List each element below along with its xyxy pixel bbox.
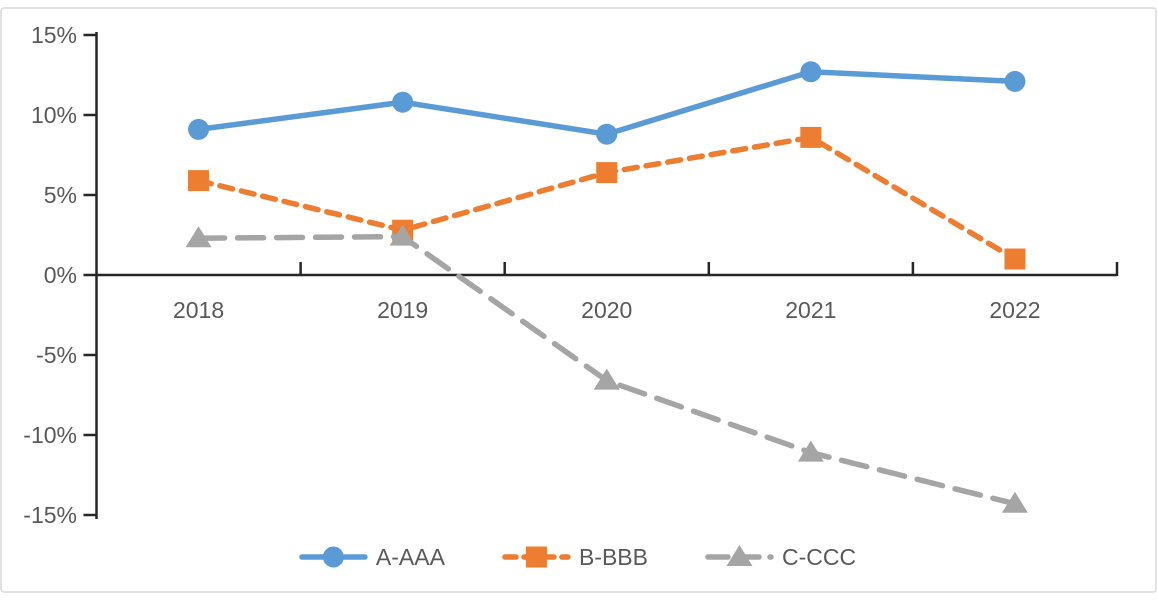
triangle-icon: [726, 545, 753, 566]
triangle-marker: [1001, 491, 1028, 513]
legend-item-a-aaa: A-AAA: [299, 544, 446, 570]
circle-marker: [800, 61, 822, 83]
series-c-ccc: [185, 224, 1028, 513]
y-axis-tick-label: 0%: [44, 262, 77, 288]
series-a-aaa: [188, 61, 1026, 145]
square-marker: [1004, 248, 1026, 270]
triangle-marker: [797, 440, 824, 462]
legend-label: A-AAA: [376, 544, 446, 570]
y-axis-tick-label: -15%: [23, 502, 77, 528]
x-axis-category-label: 2019: [377, 297, 428, 323]
triangle-marker: [185, 226, 212, 248]
legend-label: C-CCC: [782, 544, 856, 570]
triangle-marker: [389, 224, 416, 246]
y-axis-tick-label: 15%: [31, 22, 77, 48]
y-axis-tick-label: -10%: [23, 422, 77, 448]
series-b-bbb: [188, 126, 1026, 270]
x-axis-category-label: 2018: [173, 297, 224, 323]
triangle-marker: [593, 368, 620, 390]
y-axis-tick-label: 10%: [31, 102, 77, 128]
circle-marker: [596, 123, 618, 145]
x-axis-category-label: 2022: [989, 297, 1040, 323]
square-marker: [800, 126, 822, 148]
square-marker: [188, 170, 210, 192]
x-axis-category-label: 2021: [785, 297, 836, 323]
x-axis-category-label: 2020: [581, 297, 632, 323]
legend-label: B-BBB: [579, 544, 648, 570]
circle-icon: [322, 546, 344, 568]
y-axis-tick-label: -5%: [36, 342, 77, 368]
legend: A-AAA B-BBB C-CCC: [299, 544, 856, 570]
legend-item-b-bbb: B-BBB: [502, 544, 648, 570]
square-icon: [525, 546, 547, 568]
circle-marker: [188, 118, 210, 140]
circle-marker: [1004, 70, 1026, 92]
circle-marker: [392, 91, 414, 113]
y-axis-tick-label: 5%: [44, 182, 77, 208]
series-line: [195, 134, 1018, 262]
legend-item-c-ccc: C-CCC: [705, 544, 856, 570]
square-marker: [596, 162, 618, 184]
chart-border: [0, 7, 1157, 593]
